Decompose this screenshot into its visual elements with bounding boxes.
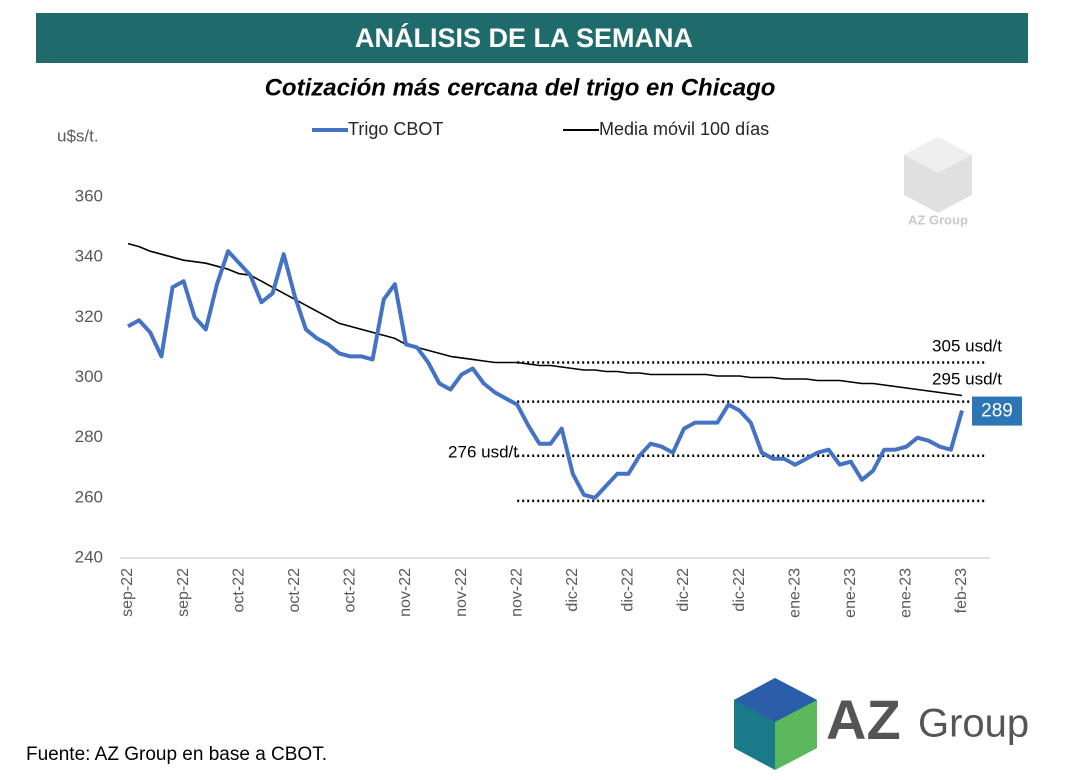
x-tick-label: dic-22	[564, 568, 581, 612]
x-tick-label: nov-22	[508, 568, 525, 617]
x-tick-label: oct-22	[230, 568, 247, 613]
series-line	[127, 249, 964, 500]
y-tick-label: 280	[75, 427, 103, 446]
logo-suffix: Group	[918, 702, 1029, 746]
annotation: 276 usd/t	[448, 442, 518, 461]
y-tick-label: 300	[75, 367, 103, 386]
footer: Fuente: AZ Group en base a CBOT.	[26, 744, 327, 765]
series-line	[127, 242, 963, 397]
x-tick-label: nov-22	[397, 568, 414, 617]
header-banner	[36, 13, 1028, 63]
y-tick-label: 320	[75, 307, 103, 326]
x-tick-label: oct-22	[342, 568, 359, 613]
watermark-text: AZ Group	[908, 212, 968, 227]
x-tick-label: ene-23	[786, 568, 803, 618]
x-tick-label: feb-23	[953, 568, 970, 613]
logo: AZ Group	[734, 678, 1029, 770]
y-tick-label: 240	[75, 547, 103, 566]
y-axis-label: u$s/t.	[57, 126, 99, 145]
y-tick-label: 360	[75, 186, 103, 205]
header: ANÁLISIS DE LA SEMANA	[355, 22, 693, 53]
end-label-box	[972, 396, 1022, 426]
x-tick-label: ene-23	[898, 568, 915, 618]
x-tick-label: dic-22	[675, 568, 692, 612]
y-tick-label: 260	[75, 487, 103, 506]
annotation: 305 usd/t	[932, 336, 1002, 355]
watermark: AZ Group	[904, 137, 972, 227]
x-tick-label: oct-22	[286, 568, 303, 613]
x-tick-label: sep-22	[119, 568, 136, 617]
x-tick-label: sep-22	[175, 568, 192, 617]
end-label: 289	[981, 401, 1013, 422]
chart-title: Cotización más cercana del trigo en Chic…	[265, 74, 776, 101]
logo-brand: AZ	[826, 688, 901, 751]
x-tick-label: nov-22	[453, 568, 470, 617]
x-tick-label: ene-23	[842, 568, 859, 618]
legend-label: Trigo CBOT	[348, 119, 443, 139]
y-tick-label: 340	[75, 247, 103, 266]
x-tick-label: dic-22	[731, 568, 748, 612]
annotation: 295 usd/t	[932, 369, 1002, 388]
legend-label: Media móvil 100 días	[599, 119, 769, 139]
x-tick-label: dic-22	[620, 568, 637, 612]
